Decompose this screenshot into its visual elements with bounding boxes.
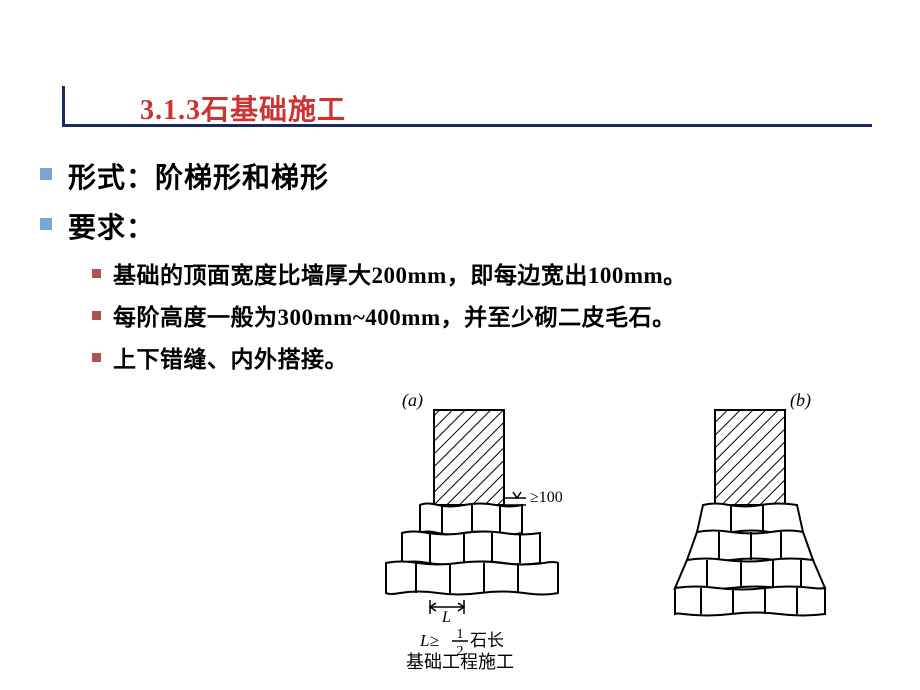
bullet-level1: 形式：阶梯形和梯形 (40, 156, 329, 196)
bullet1-marker (40, 168, 52, 180)
bullet2-text: 上下错缝、内外搭接。 (113, 342, 348, 378)
bullet1-text: 形式：阶梯形和梯形 (68, 156, 329, 196)
svg-text:1: 1 (457, 627, 464, 642)
subfigure-b (675, 410, 825, 616)
bullet1-text: 要求： (68, 206, 155, 246)
slide-footer: 基础工程施工 (0, 648, 920, 674)
bullet2-text: 基础的顶面宽度比墙厚大200mm，即每边宽出100mm。 (113, 258, 687, 294)
bullet2-text: 每阶高度一般为300mm~400mm，并至少砌二皮毛石。 (113, 300, 676, 336)
diagram-svg: (a) (b) ≥100 (372, 388, 872, 658)
bullet2-marker (92, 269, 101, 278)
subfigure-label-a: (a) (402, 390, 423, 411)
dimension-top: ≥100 (530, 489, 563, 506)
bullet-level2: 每阶高度一般为300mm~400mm，并至少砌二皮毛石。 (92, 300, 892, 336)
bullet1-marker (40, 218, 52, 230)
dimension-L: L (441, 609, 451, 626)
bullet-level2: 基础的顶面宽度比墙厚大200mm，即每边宽出100mm。 (92, 258, 892, 294)
subfigure-a: ≥100 (386, 410, 563, 658)
bullet-level1: 要求： (40, 206, 155, 246)
subfigure-label-b: (b) (790, 390, 811, 411)
bullet-level2: 上下错缝、内外搭接。 (92, 342, 892, 378)
foundation-diagram: (a) (b) ≥100 (372, 388, 872, 658)
bullet2-marker (92, 311, 101, 320)
bullet2-marker (92, 353, 101, 362)
title-vertical-rule (62, 86, 65, 124)
slide-title: 3.1.3石基础施工 (140, 88, 346, 128)
